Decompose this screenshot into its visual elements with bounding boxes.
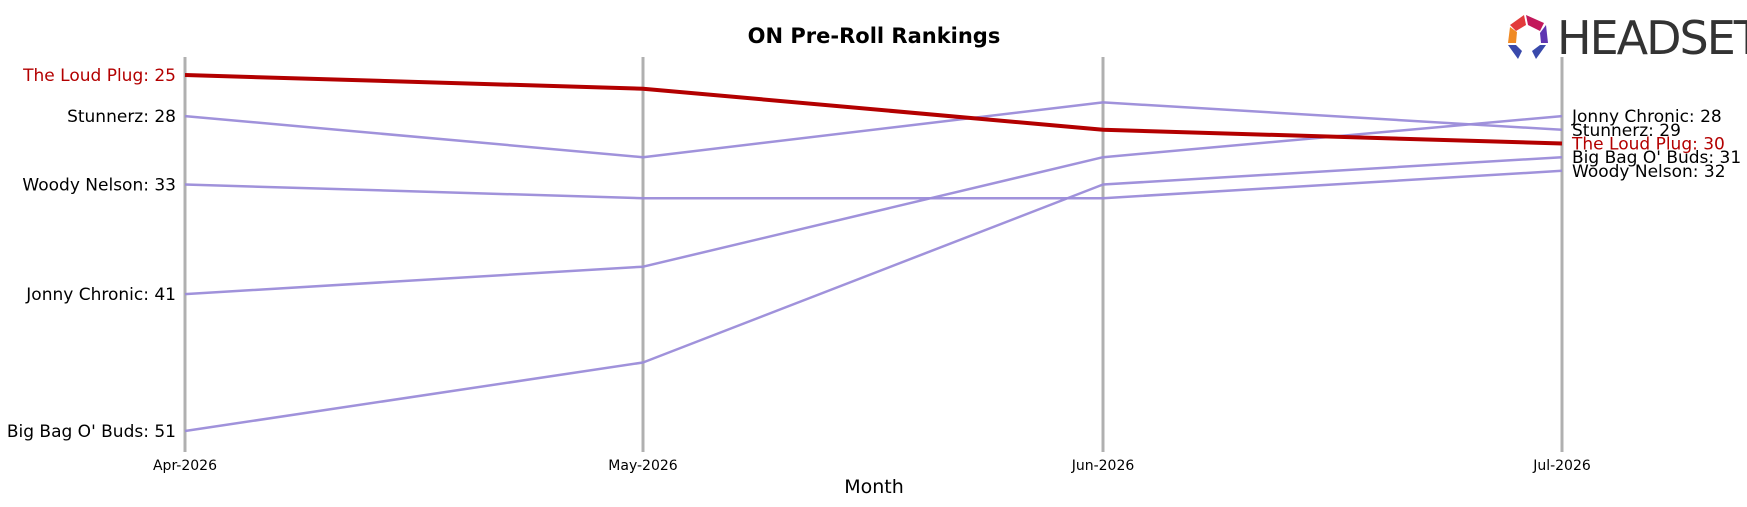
start-label: Jonny Chronic: 41 [25,285,176,305]
series-line-jonny-chronic [184,114,1563,296]
series-line-woody-nelson [184,169,1563,200]
end-label: Big Bag O' Buds: 31 [1572,148,1741,168]
end-label: Stunnerz: 29 [1572,121,1681,141]
series-line-stunnerz [184,101,1563,159]
x-tick-label: Jul-2026 [1532,458,1591,474]
logo-segment-top-left [1510,15,1526,31]
series-line-the-loud-plug [184,73,1563,146]
chart-title: ON Pre-Roll Rankings [748,24,1001,48]
logo-segment-top [1526,15,1544,31]
logo-segment-bottom-right [1532,45,1546,59]
end-label: Woody Nelson: 32 [1572,162,1726,182]
end-label: The Loud Plug: 30 [1571,134,1725,154]
series-labels: The Loud Plug: 25 Stunnerz: 28 Woody Nelso… [7,66,1741,442]
start-label: The Loud Plug: 25 [22,66,176,86]
x-tick-label: Jun-2026 [1071,458,1135,474]
logo-segment-right [1540,25,1548,43]
logo-segment-bottom-left [1508,45,1522,59]
start-label: Stunnerz: 28 [67,107,176,127]
x-tick-label: May-2026 [608,458,677,474]
x-axis-ticks: Apr-2026 May-2026 Jun-2026 Jul-2026 [153,458,1591,474]
headset-logo-icon [1508,15,1548,59]
logo-segment-left [1508,27,1517,43]
x-tick-label: Apr-2026 [153,458,217,474]
headset-logo-text: HEADSET [1557,11,1747,65]
month-grid [183,57,1564,452]
x-axis-label: Month [844,476,904,498]
start-label: Woody Nelson: 33 [22,176,176,196]
series-line-big-bag-o-buds [184,155,1563,433]
headset-logo: HEADSET [1508,11,1747,65]
start-label: Big Bag O' Buds: 51 [7,422,176,442]
series-lines [184,73,1563,433]
end-label: Jonny Chronic: 28 [1571,107,1722,127]
